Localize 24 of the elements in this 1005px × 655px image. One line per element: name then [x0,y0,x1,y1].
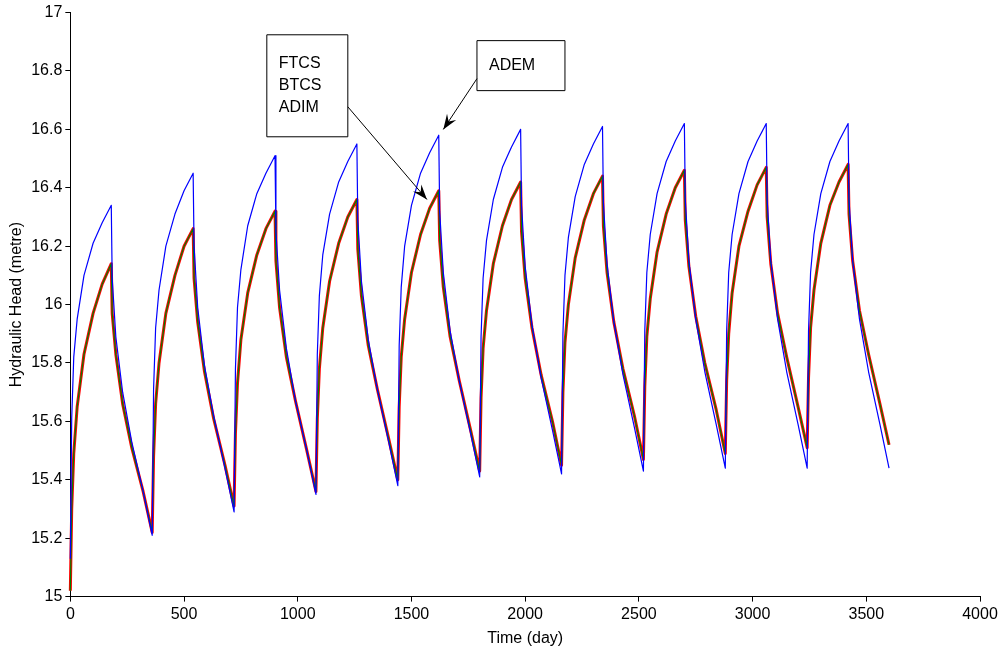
y-tick-label: 16.6 [31,119,63,137]
x-tick-label: 1000 [279,604,316,622]
x-tick-label: 2500 [621,604,657,622]
y-tick-label: 16.8 [31,61,63,79]
x-tick-label: 0 [65,604,75,622]
y-tick-label: 17 [44,3,63,21]
y-tick-label: 15 [44,587,63,605]
y-tick-label: 15.2 [31,528,63,546]
y-tick-label: 16 [44,295,63,313]
y-tick-label: 15.8 [31,353,63,371]
y-tick-label: 15.6 [31,411,63,429]
x-tick-label: 3500 [848,604,885,622]
y-tick-label: 16.4 [31,178,63,196]
x-tick-label: 4000 [962,604,998,622]
x-tick-label: 3000 [734,604,771,622]
x-tick-label: 500 [170,604,198,622]
annotation: FTCS BTCS ADIM [278,54,322,116]
y-tick-label: 15.4 [31,470,63,488]
y-tick-label: 16.2 [31,236,63,254]
annotation: ADEM [488,56,536,74]
y-axis-title: Hydraulic Head (metre) [7,221,25,388]
x-axis-title: Time (day) [487,628,564,646]
x-tick-label: 1500 [393,604,430,622]
x-tick-label: 2000 [507,604,544,622]
